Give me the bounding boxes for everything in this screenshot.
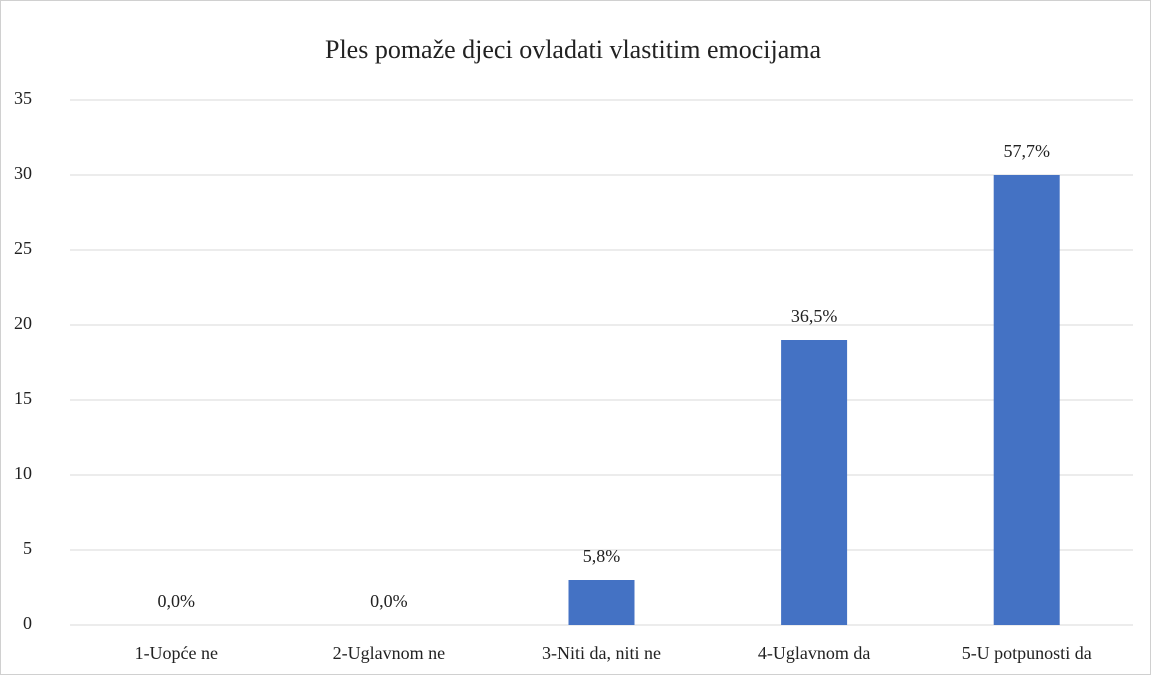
- data-label: 0,0%: [158, 591, 196, 611]
- y-tick-label: 20: [14, 313, 32, 333]
- y-tick-label: 0: [23, 613, 32, 633]
- data-label: 5,8%: [583, 546, 621, 566]
- bar: [568, 580, 635, 625]
- y-tick-label: 35: [14, 88, 32, 108]
- data-label: 57,7%: [1003, 141, 1050, 161]
- y-tick-label: 25: [14, 238, 32, 258]
- bar: [993, 175, 1060, 625]
- x-tick-label: 4-Uglavnom da: [758, 643, 870, 663]
- y-tick-label: 15: [14, 388, 32, 408]
- y-tick-label: 30: [14, 163, 32, 183]
- y-tick-label: 10: [14, 463, 32, 483]
- x-tick-label: 3-Niti da, niti ne: [542, 643, 661, 663]
- data-label: 0,0%: [370, 591, 408, 611]
- x-tick-label: 2-Uglavnom ne: [333, 643, 445, 663]
- x-tick-label: 1-Uopće ne: [135, 643, 218, 663]
- y-tick-label: 5: [23, 538, 32, 558]
- x-tick-label: 5-U potpunosti da: [962, 643, 1092, 663]
- bar: [781, 340, 848, 625]
- chart-title: Ples pomaže djeci ovladati vlastitim emo…: [325, 35, 821, 64]
- data-label: 36,5%: [791, 306, 838, 326]
